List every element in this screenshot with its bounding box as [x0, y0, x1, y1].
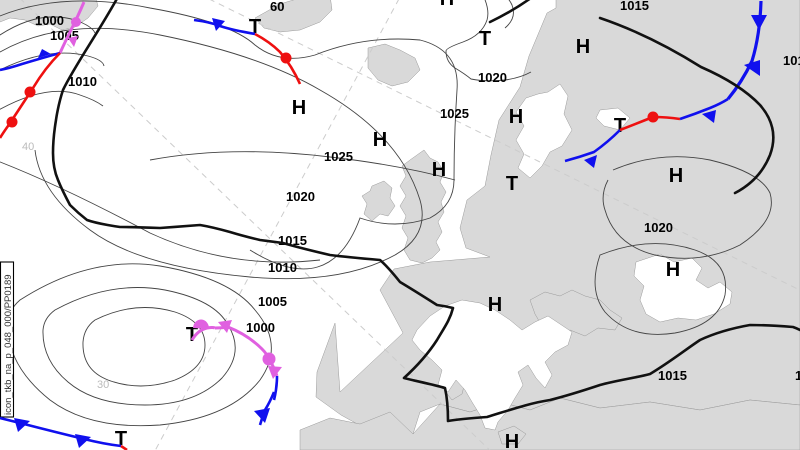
svg-text:1010: 1010 — [795, 368, 800, 383]
svg-text:H: H — [373, 129, 387, 151]
svg-text:1020: 1020 — [644, 220, 673, 235]
svg-text:1015: 1015 — [658, 368, 687, 383]
svg-text:60: 60 — [270, 0, 284, 14]
svg-text:1005: 1005 — [258, 294, 287, 309]
svg-text:1000: 1000 — [35, 13, 64, 28]
svg-text:H: H — [509, 106, 523, 128]
svg-text:1015: 1015 — [620, 0, 649, 13]
svg-text:1010: 1010 — [783, 53, 800, 68]
svg-text:1025: 1025 — [440, 106, 469, 121]
svg-text:1010: 1010 — [68, 74, 97, 89]
svg-text:H: H — [432, 159, 446, 181]
svg-text:H: H — [669, 165, 683, 187]
svg-text:1020: 1020 — [286, 189, 315, 204]
svg-text:1020: 1020 — [478, 70, 507, 85]
svg-text:H: H — [440, 0, 454, 10]
svg-text:H: H — [292, 97, 306, 119]
svg-text:H: H — [505, 431, 519, 450]
svg-text:H: H — [576, 36, 590, 58]
svg-text:icon_tkb_na_p_048_000/PP0189: icon_tkb_na_p_048_000/PP0189 — [3, 274, 14, 415]
svg-text:T: T — [506, 173, 518, 195]
svg-text:1025: 1025 — [324, 149, 353, 164]
svg-text:H: H — [666, 259, 680, 281]
svg-text:40: 40 — [22, 141, 34, 153]
svg-text:T: T — [479, 28, 491, 50]
svg-text:1000: 1000 — [246, 320, 275, 335]
svg-text:1010: 1010 — [268, 260, 297, 275]
svg-text:1010: 1010 — [593, 0, 622, 1]
svg-text:H: H — [488, 294, 502, 316]
svg-text:30: 30 — [97, 379, 109, 391]
